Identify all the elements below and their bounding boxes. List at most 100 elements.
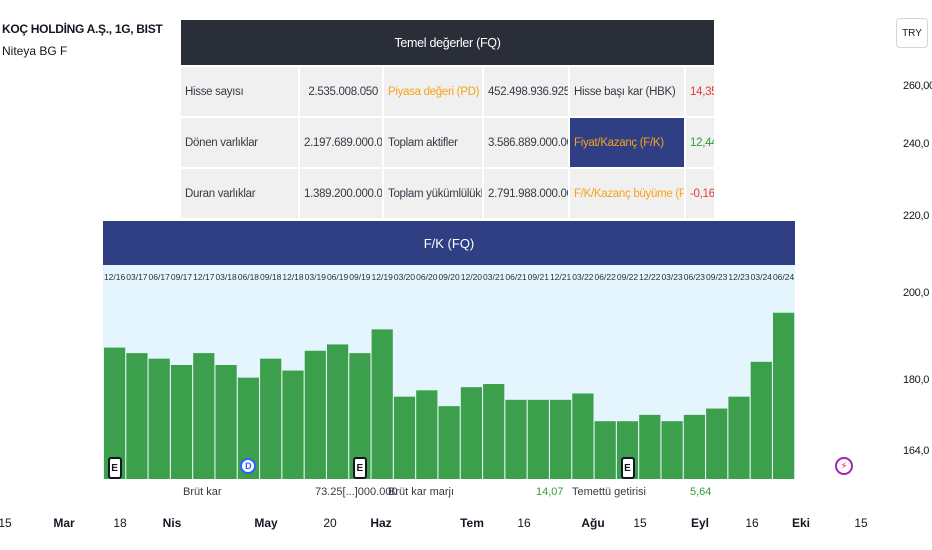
pe-panel-body: 12/16 03/17 06/17 09/17 12/17 03/18 06/18 09/18… <box>103 265 795 479</box>
category-tick-label: 06/24 <box>773 272 795 282</box>
peek-label: Temettü getirisi <box>572 486 646 498</box>
time-axis-label: 16 <box>517 516 531 530</box>
cell-label: Piyasa değeri (PD) <box>383 66 484 118</box>
category-tick-label: 12/19 <box>372 272 394 282</box>
time-axis-label: 15 <box>633 516 647 530</box>
time-axis-label: Nis <box>162 516 182 530</box>
earnings-marker[interactable]: E <box>620 457 635 479</box>
pe-bar <box>260 358 282 479</box>
pe-bar <box>104 347 126 479</box>
price-scale[interactable]: 260,00 240,0 220,0 200,0 180,0 164,0 <box>870 0 932 510</box>
pe-bar <box>527 399 549 479</box>
cell-value: 452.498.936.925 <box>483 66 570 118</box>
peek-label: Brüt kar marjı <box>388 486 455 498</box>
category-tick-label: 09/22 <box>617 272 639 282</box>
time-axis-label: 15 <box>854 516 868 530</box>
category-tick-label: 09/21 <box>528 272 550 282</box>
cell-value: 2.535.008.050 <box>299 66 384 118</box>
time-axis-label: 16 <box>745 516 759 530</box>
cell-value: 2.197.689.000.000 <box>299 117 384 169</box>
cell-value: -0,16 <box>685 168 717 220</box>
price-label: 240,0 <box>903 138 930 150</box>
category-tick-label: 06/17 <box>149 272 171 282</box>
category-tick-label: 03/18 <box>215 272 237 282</box>
earnings-marker[interactable]: E <box>352 457 367 479</box>
time-axis-label: Eyl <box>690 516 710 530</box>
pe-bar <box>349 353 371 479</box>
pe-bar <box>550 399 572 479</box>
category-tick-label: 03/17 <box>126 272 148 282</box>
category-tick-label: 09/23 <box>706 272 728 282</box>
category-tick-label: 06/20 <box>416 272 438 282</box>
category-tick-label: 06/22 <box>595 272 617 282</box>
cell-value: 14,35 <box>685 66 717 118</box>
category-tick-label: 03/21 <box>483 272 505 282</box>
category-tick-label: 12/21 <box>550 272 572 282</box>
cell-label: Hisse başı kar (HBK) <box>569 66 686 118</box>
indicator-legend[interactable]: Niteya BG F <box>2 44 68 58</box>
cell-label: Toplam aktifler <box>383 117 484 169</box>
category-tick-label: 06/19 <box>327 272 349 282</box>
pe-bar <box>750 361 772 479</box>
category-tick-label: 12/17 <box>193 272 215 282</box>
symbol-legend[interactable]: KOÇ HOLDİNG A.Ş., 1G, BIST <box>2 22 163 36</box>
pe-bar <box>282 370 304 479</box>
time-axis[interactable]: 15 Mar 18 Nis May 20 Haz Tem 16 Ağu 15 Eyl 16 Eki 15 <box>0 510 870 550</box>
category-tick-label: 03/23 <box>661 272 683 282</box>
time-axis-label: 18 <box>113 516 127 530</box>
pe-panel-title: F/K (FQ) <box>103 221 795 265</box>
category-tick-label: 06/23 <box>684 272 706 282</box>
cell-label: Toplam yükümlülükler <box>383 168 484 220</box>
earnings-marker[interactable]: E <box>107 457 122 479</box>
category-tick-label: 06/18 <box>238 272 260 282</box>
fundamentals-title: Temel değerler (FQ) <box>181 20 717 67</box>
time-axis-label: May <box>254 516 278 530</box>
category-tick-label: 03/20 <box>394 272 416 282</box>
pe-bar <box>193 353 215 479</box>
category-tick-label: 03/19 <box>305 272 327 282</box>
price-label: 260,00 <box>903 80 932 92</box>
pe-bar <box>393 396 416 479</box>
dividend-marker[interactable]: D <box>240 458 257 474</box>
price-label: 200,0 <box>903 287 930 299</box>
category-tick-label: 09/20 <box>438 272 460 282</box>
cell-value: 12,44 <box>685 117 717 169</box>
category-tick-label: 12/23 <box>728 272 750 282</box>
pe-bar <box>237 377 259 479</box>
cell-value: 2.791.988.000.000 <box>483 168 570 220</box>
pe-panel: F/K (FQ) 12/16 03/17 06/17 09/17 12/17 03/18 0… <box>103 221 795 479</box>
time-axis-label: Mar <box>53 516 75 530</box>
pe-bar <box>728 396 750 479</box>
cell-label: Dönen varlıklar <box>181 117 300 169</box>
cell-value: 1.389.200.000.000 <box>299 168 384 220</box>
pe-bar <box>416 390 438 479</box>
pe-bar <box>327 344 349 479</box>
cell-label: Duran varlıklar <box>181 168 300 220</box>
pe-bar <box>215 365 237 479</box>
peek-value: 5,64 <box>690 486 712 498</box>
table-row: Hisse sayısı 2.535.008.050 Piyasa değeri… <box>181 66 717 118</box>
category-tick-label: 03/22 <box>572 272 594 282</box>
cell-label: Fiyat/Kazanç (F/K) <box>569 117 686 169</box>
price-label: 164,0 <box>903 445 930 457</box>
category-tick-label: 12/16 <box>104 272 126 282</box>
table-row: Dönen varlıklar 2.197.689.000.000 Toplam… <box>181 117 717 169</box>
pe-bar <box>371 329 393 479</box>
bolt-icon[interactable]: ⚡ <box>835 457 853 475</box>
category-tick-label: 09/18 <box>260 272 282 282</box>
pe-bar-chart: 12/16 03/17 06/17 09/17 12/17 03/18 06/18 09/18… <box>104 272 795 479</box>
table-row: Duran varlıklar 1.389.200.000.000 Toplam… <box>181 168 717 220</box>
cell-label: F/K/Kazanç büyüme (PEG) <box>569 168 686 220</box>
pe-bar <box>438 406 460 479</box>
pe-bar <box>683 414 705 479</box>
time-axis-label: Ağu <box>581 516 605 530</box>
cell-value: 3.586.889.000.000 <box>483 117 570 169</box>
time-axis-label: 15 <box>0 516 12 530</box>
time-axis-label: Tem <box>460 516 484 530</box>
peek-label: Brüt kar <box>183 486 222 498</box>
currency-button[interactable]: TRY <box>896 18 928 48</box>
price-label: 220,0 <box>903 210 930 222</box>
category-tick-label: 12/20 <box>461 272 483 282</box>
time-axis-label: Haz <box>370 516 392 530</box>
